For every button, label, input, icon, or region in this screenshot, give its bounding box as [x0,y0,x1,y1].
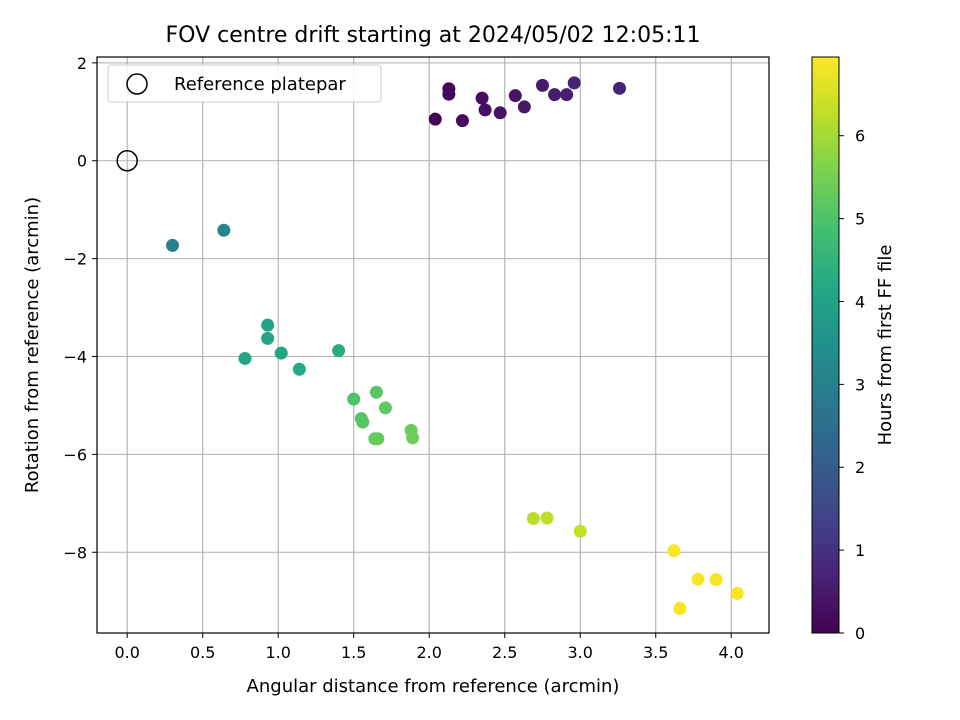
legend-box [107,64,382,103]
colorbar-gradient [812,57,839,633]
colorbar-tick-label: 2 [855,458,865,477]
x-tick-label: 2.5 [492,643,517,662]
data-point [478,103,492,117]
x-tick-label: 1.0 [265,643,290,662]
x-tick-label: 0.5 [190,643,215,662]
data-point [709,573,723,587]
y-tick-label: −6 [63,445,87,464]
data-point [261,331,275,345]
data-point [292,362,306,376]
data-point [455,114,469,128]
colorbar-frame [811,56,840,634]
y-tick-label: −2 [63,250,87,269]
data-point [517,100,531,114]
data-point [475,91,489,105]
y-tick-label: 0 [77,152,87,171]
y-tick-label: 2 [77,54,87,73]
data-point [347,392,361,406]
colorbar-tick-label: 4 [855,292,865,311]
legend-reference-marker [126,73,148,95]
data-points [116,76,744,616]
data-point [560,88,574,102]
colorbar-tick-label: 0 [855,624,865,643]
plot-area-frame [96,56,770,634]
x-axis-ticks: 0.0 0.5 1.0 1.5 2.0 2.5 3.0 3.5 4.0 [114,633,744,662]
reference-platepar-marker [116,149,138,172]
data-point [612,81,626,95]
y-axis-title: Rotation from reference (arcmin) [22,197,43,493]
data-point [261,318,275,332]
data-point [274,346,288,360]
data-point [371,432,385,446]
colorbar-tick-label: 5 [855,210,865,229]
data-point [567,76,581,90]
x-tick-label: 1.5 [341,643,366,662]
data-point [535,78,549,92]
colorbar: 0 1 2 3 4 5 6 Hours from first FF file [811,56,896,643]
x-axis-title: Angular distance from reference (arcmin) [247,676,620,697]
colorbar-tick-label: 1 [855,541,865,560]
data-point [166,238,180,252]
data-point [217,223,231,237]
x-tick-label: 4.0 [719,643,744,662]
data-point [730,586,744,600]
data-point [526,511,540,525]
x-tick-label: 0.0 [114,643,139,662]
legend: Reference platepar [107,64,382,103]
data-point [548,88,562,102]
legend-label-reference: Reference platepar [174,74,346,95]
chart-title: FOV centre drift starting at 2024/05/02 … [166,23,701,48]
data-point [691,572,705,586]
y-tick-label: −4 [63,348,87,367]
data-point [508,89,522,103]
y-axis-ticks: 2 0 −2 −4 −6 −8 [63,54,97,562]
data-point [238,351,252,365]
colorbar-tick-label: 3 [855,375,865,394]
data-point [540,511,554,525]
colorbar-tick-label: 6 [855,127,865,146]
data-point [428,112,442,126]
data-point [332,344,346,358]
data-point [442,87,456,101]
data-point [573,524,587,538]
data-point [378,401,392,415]
colorbar-label: Hours from first FF file [875,245,896,446]
data-point [673,602,687,616]
grid-lines [97,57,769,633]
data-point [356,415,370,429]
x-tick-label: 2.0 [416,643,441,662]
data-point [406,431,420,445]
x-tick-label: 3.5 [643,643,668,662]
data-point [369,385,383,399]
x-tick-label: 3.0 [568,643,593,662]
data-point [493,106,507,120]
colorbar-ticks: 0 1 2 3 4 5 6 [839,127,865,643]
data-point [667,544,681,558]
y-tick-label: −8 [63,543,87,562]
